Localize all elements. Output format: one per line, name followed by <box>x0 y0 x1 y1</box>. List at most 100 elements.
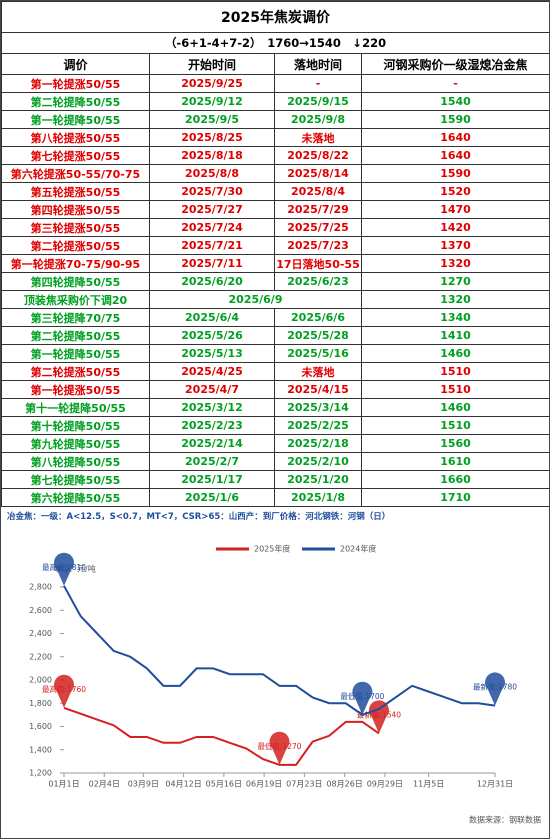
cell: 第七轮提降50/55 <box>1 470 150 489</box>
series-line <box>63 706 380 766</box>
table-row: 第二轮提涨50/55 2025/4/25 未落地 1510 <box>1 362 549 381</box>
cell: 2025/4/15 <box>274 380 362 399</box>
table-row: 第三轮提降70/75 2025/6/4 2025/6/6 1340 <box>1 308 549 327</box>
cell: 第一轮提降50/55 <box>1 110 150 129</box>
cell: - <box>274 74 362 93</box>
cell: 2025/9/5 <box>149 110 275 129</box>
table-row: 第六轮提降50/55 2025/1/6 2025/1/8 1710 <box>1 488 549 507</box>
y-tick-label: 1,400 <box>29 745 52 754</box>
cell: 17日落地50-55 <box>274 254 362 273</box>
cell: 第二轮提降50/55 <box>1 92 150 111</box>
cell: 1370 <box>360 236 549 255</box>
cell: 2025/8/4 <box>274 182 362 201</box>
x-tick-label: 01月1日 <box>48 780 79 789</box>
cell: 第十轮提降50/55 <box>1 416 150 435</box>
x-tick-label: 04月12日 <box>165 780 201 789</box>
x-tick-label: 05月16日 <box>206 780 242 789</box>
cell: 2025/1/20 <box>274 470 362 489</box>
cell: 2025/8/18 <box>149 146 275 165</box>
cell: 2025/5/28 <box>274 326 362 345</box>
x-tick-label: 02月4日 <box>89 780 120 789</box>
y-tick-label: 1,600 <box>29 722 52 731</box>
table-row: 第三轮提涨50/55 2025/7/24 2025/7/25 1420 <box>1 218 549 237</box>
marker-pin <box>54 674 74 708</box>
cell: 1340 <box>360 308 549 327</box>
summary: （-6+1-4+7-2） 1760→1540 ↓220 <box>1 32 549 54</box>
cell: 第六轮提降50/55 <box>1 488 150 507</box>
marker-pin <box>54 552 74 586</box>
cell: 2025/2/10 <box>274 452 362 471</box>
cell: 2025/2/25 <box>274 416 362 435</box>
y-tick-label: 2,200 <box>29 652 52 661</box>
cell: 1320 <box>360 290 549 309</box>
table-row: 第一轮提降50/55 2025/9/5 2025/9/8 1590 <box>1 110 549 129</box>
cell: 第四轮提降50/55 <box>1 272 150 291</box>
cell: 2025/2/7 <box>149 452 275 471</box>
marker-pin <box>484 672 505 706</box>
cell: 2025/7/21 <box>149 236 275 255</box>
cell: 第一轮提涨50/55 <box>1 380 150 399</box>
cell: 2025/3/14 <box>274 398 362 417</box>
cell: 2025/7/27 <box>149 200 275 219</box>
x-tick-label: 07月23日 <box>286 780 322 789</box>
table-row: 第七轮提涨50/55 2025/8/18 2025/8/22 1640 <box>1 146 549 165</box>
table-row: 第一轮提涨50/55 2025/9/25- - <box>1 74 549 93</box>
cell: 2025/6/23 <box>274 272 362 291</box>
table-row: 第二轮提降50/55 2025/9/12 2025/9/15 1540 <box>1 92 549 111</box>
y-tick-label: 2,600 <box>29 606 52 615</box>
cell: 2025/6/4 <box>149 308 275 327</box>
cell: 1610 <box>360 452 549 471</box>
table-row: 第二轮提降50/55 2025/5/26 2025/5/28 1410 <box>1 326 549 345</box>
cell: 1660 <box>360 470 549 489</box>
cell: 1510 <box>360 362 549 381</box>
marker-label: 最低值:1270 <box>257 741 301 751</box>
cell: 1470 <box>360 200 549 219</box>
marker-pin <box>269 731 290 765</box>
cell: 第二轮提涨50/55 <box>1 362 150 381</box>
table-row: 第一轮提涨50/55 2025/4/7 2025/4/15 1510 <box>1 380 549 399</box>
cell: 1320 <box>360 254 549 273</box>
cell: 2025/6/6 <box>274 308 362 327</box>
source: 数据来源：钢联数据 <box>469 815 541 825</box>
table-row: 第二轮提涨50/55 2025/7/21 2025/7/23 1370 <box>1 236 549 255</box>
cell: 第三轮提涨50/55 <box>1 218 150 237</box>
cell: 2025/4/25 <box>149 362 275 381</box>
cell: 2025/5/13 <box>149 344 275 363</box>
marker-label: 最新值:1780 <box>473 682 517 692</box>
cell: 第九轮提降50/55 <box>1 434 150 453</box>
cell: 2025/7/23 <box>274 236 362 255</box>
y-tick-label: 2,800 <box>29 583 52 592</box>
cell: 2025/7/25 <box>274 218 362 237</box>
cell: 2025/7/11 <box>149 254 275 273</box>
price-table: 2025年焦炭调价 （-6+1-4+7-2） 1760→1540 ↓220 调价… <box>1 1 549 507</box>
cell: 2025/9/12 <box>149 92 275 111</box>
header-row: 调价 开始时间 落地时间 河钢采购价一级湿熄冶金焦 <box>1 53 549 75</box>
cell: 2025/8/14 <box>274 164 362 183</box>
cell: 2025/5/16 <box>274 344 362 363</box>
cell: 1520 <box>360 182 549 201</box>
cell: 2025/6/9 <box>149 290 362 309</box>
cell: 2025/1/17 <box>149 470 275 489</box>
cell: 2025/7/24 <box>149 218 275 237</box>
marker-label: 最低值:1700 <box>340 691 384 701</box>
column-header: 河钢采购价一级湿熄冶金焦 <box>360 53 549 75</box>
cell: 未落地 <box>274 128 362 147</box>
table-row: 第十一轮提降50/55 2025/3/12 2025/3/14 1460 <box>1 398 549 417</box>
y-tick-label: 1,800 <box>29 699 52 708</box>
cell: 1460 <box>360 398 549 417</box>
table-row: 第一轮提涨70-75/90-95 2025/7/11 17日落地50-55 1320 <box>1 254 549 273</box>
cell: 1460 <box>360 344 549 363</box>
cell: 第一轮提降50/55 <box>1 344 150 363</box>
cell: 1510 <box>360 416 549 435</box>
table-row: 第七轮提降50/55 2025/1/17 2025/1/20 1660 <box>1 470 549 489</box>
cell: 2025/8/22 <box>274 146 362 165</box>
cell: 2025/5/26 <box>149 326 275 345</box>
marker-label: 最新值:1540 <box>357 709 401 719</box>
cell: - <box>360 74 549 93</box>
cell: 第七轮提涨50/55 <box>1 146 150 165</box>
cell: 未落地 <box>274 362 362 381</box>
title: 2025年焦炭调价 <box>1 1 549 33</box>
marker-pin <box>368 700 389 734</box>
table-row: 第五轮提涨50/55 2025/7/30 2025/8/4 1520 <box>1 182 549 201</box>
